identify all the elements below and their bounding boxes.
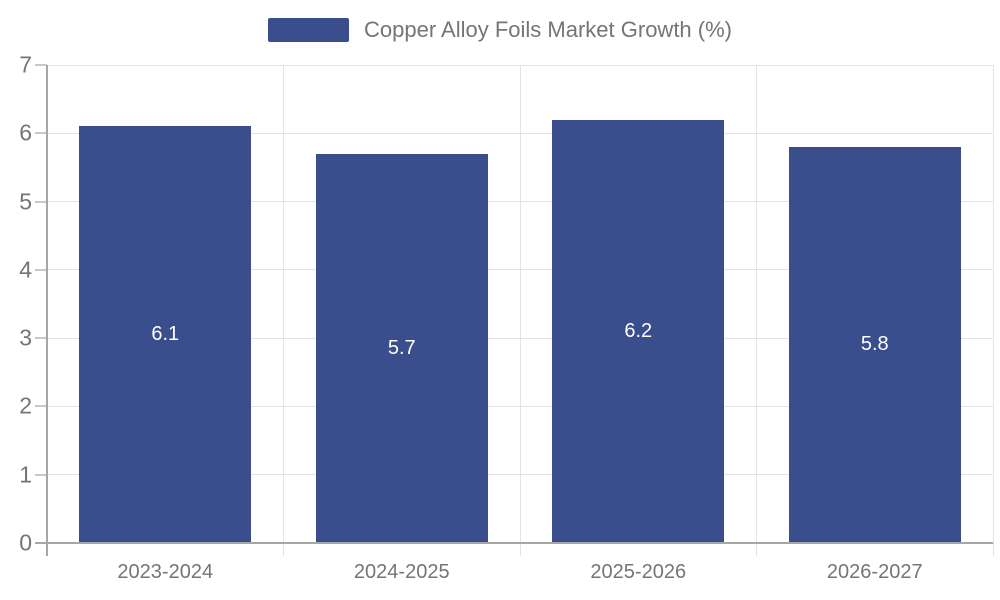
y-tick-label: 2 bbox=[19, 392, 32, 419]
bar: 6.2 bbox=[552, 119, 725, 542]
bar-value-label: 6.2 bbox=[624, 319, 653, 342]
y-tick-label: 4 bbox=[19, 256, 32, 283]
legend-label: Copper Alloy Foils Market Growth (%) bbox=[364, 17, 732, 42]
x-axis-label: 2023-2024 bbox=[117, 561, 214, 583]
bar-value-label: 6.1 bbox=[151, 323, 180, 346]
x-gridline bbox=[992, 65, 994, 556]
y-tick bbox=[35, 200, 47, 203]
x-axis-label: 2025-2026 bbox=[590, 561, 687, 583]
y-tick bbox=[35, 473, 47, 476]
x-gridline bbox=[283, 65, 284, 556]
y-axis-line bbox=[46, 65, 48, 556]
bar: 6.1 bbox=[79, 126, 252, 542]
y-tick bbox=[35, 405, 47, 408]
x-gridline bbox=[756, 65, 757, 556]
x-axis-line bbox=[35, 542, 993, 544]
y-tick-label: 3 bbox=[19, 324, 32, 351]
x-axis-label: 2024-2025 bbox=[353, 561, 450, 583]
legend-swatch bbox=[268, 18, 349, 42]
legend-item[interactable]: Copper Alloy Foils Market Growth (%) bbox=[0, 16, 1000, 44]
bar-value-label: 5.8 bbox=[860, 333, 889, 356]
bar-value-label: 5.7 bbox=[387, 336, 416, 359]
y-tick bbox=[35, 132, 47, 135]
y-tick-label: 1 bbox=[19, 461, 32, 488]
y-tick-label: 5 bbox=[19, 188, 32, 215]
x-gridline bbox=[519, 65, 521, 556]
y-tick-label: 0 bbox=[19, 529, 32, 556]
y-tick-label: 7 bbox=[19, 51, 32, 78]
bar: 5.8 bbox=[788, 146, 961, 542]
y-tick-label: 6 bbox=[19, 119, 32, 146]
y-tick bbox=[35, 64, 47, 66]
y-tick bbox=[35, 268, 47, 271]
bar: 5.7 bbox=[315, 153, 488, 542]
x-axis-label: 2026-2027 bbox=[826, 561, 923, 583]
y-tick bbox=[35, 337, 47, 340]
